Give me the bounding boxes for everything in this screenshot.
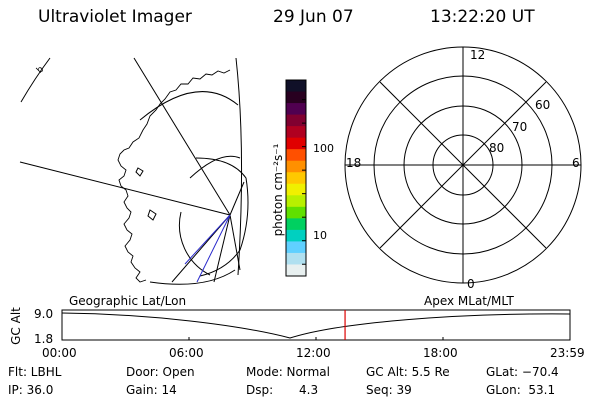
polar-panel-title: Apex MLat/MLT xyxy=(424,294,514,308)
svg-text:b: b xyxy=(35,64,46,75)
colorbar xyxy=(285,79,307,277)
status-mode: Mode: Normal xyxy=(246,365,330,379)
polar-grid xyxy=(344,46,582,284)
status-ip: IP: 36.0 xyxy=(8,383,54,397)
colorbar-segment xyxy=(286,241,306,254)
geo-panel-title: Geographic Lat/Lon xyxy=(69,294,187,308)
altitude-ylabel: GC Alt xyxy=(9,307,23,345)
status-filter: Flt: LBHL xyxy=(8,365,62,379)
meridian-line xyxy=(19,161,231,216)
date-label: 29 Jun 07 xyxy=(273,7,354,27)
colorbar-segment xyxy=(286,252,306,265)
colorbar-segment xyxy=(286,206,306,219)
colorbar-segment xyxy=(286,80,306,93)
colorbar-segment xyxy=(286,137,306,150)
status-dsp-label: Dsp: xyxy=(246,383,274,397)
lat-label-60: 60 xyxy=(535,98,551,112)
altitude-plot xyxy=(61,309,571,341)
altitude-ytick-bottom: 1.8 xyxy=(34,332,54,346)
track-line xyxy=(184,214,231,265)
xtick-label-0600: 06:00 xyxy=(169,346,204,360)
colorbar-segment xyxy=(286,218,306,231)
colorbar-segment xyxy=(286,149,306,162)
latitude-arc xyxy=(195,157,249,277)
status-gc-alt: GC Alt: 5.5 Re xyxy=(366,365,450,379)
outer-latitude-arc xyxy=(20,57,51,103)
status-door: Door: Open xyxy=(126,365,195,379)
colorbar-segment xyxy=(286,91,306,104)
xtick-label-1200: 12:00 xyxy=(296,346,331,360)
island xyxy=(135,167,144,177)
coastline xyxy=(117,69,231,283)
altitude-curve xyxy=(61,312,571,339)
mlt-label-18: 18 xyxy=(346,156,362,170)
colorbar-segment xyxy=(286,126,306,139)
track-line xyxy=(196,214,231,283)
colorbar-segment xyxy=(286,160,306,173)
geographic-map: b xyxy=(19,57,249,285)
lat-label-80: 80 xyxy=(489,141,505,155)
latitude-arc xyxy=(189,155,241,179)
xtick-label-0000: 00:00 xyxy=(42,346,77,360)
mlt-label-6: 6 xyxy=(572,156,580,170)
status-gain: Gain: 14 xyxy=(126,383,177,397)
altitude-ytick-top: 9.0 xyxy=(34,307,54,321)
meridian-line xyxy=(133,57,231,216)
colorbar-tick-100: 100 xyxy=(313,142,334,155)
island xyxy=(147,209,157,221)
time-label: 13:22:20 UT xyxy=(430,7,535,27)
meridian-line xyxy=(229,181,245,216)
mlt-label-12: 12 xyxy=(470,48,486,62)
latitude-arc xyxy=(139,91,239,121)
colorbar-segment xyxy=(286,183,306,196)
colorbar-segment xyxy=(286,172,306,185)
status-glon: GLon: 53.1 xyxy=(486,383,556,397)
mlt-line-diag xyxy=(379,81,547,249)
xtick-label-2359: 23:59 xyxy=(550,346,585,360)
mlt-label-0: 0 xyxy=(467,277,475,291)
lat-label-70: 70 xyxy=(512,120,528,134)
colorbar-segment xyxy=(286,264,306,277)
xtick-label-1800: 18:00 xyxy=(423,346,458,360)
status-seq: Seq: 39 xyxy=(366,383,412,397)
colorbar-frame xyxy=(285,79,307,277)
latitude-arc xyxy=(235,57,243,276)
app-title: Ultraviolet Imager xyxy=(38,7,192,27)
colorbar-segment xyxy=(286,229,306,242)
meridian-line xyxy=(213,214,231,283)
colorbar-segment xyxy=(286,103,306,116)
colorbar-segment xyxy=(286,114,306,127)
meridian-line xyxy=(229,214,241,271)
colorbar-unit-label: photon cm⁻²s⁻¹ xyxy=(271,143,285,237)
colorbar-segment xyxy=(286,195,306,208)
status-glat: GLat: −70.4 xyxy=(486,365,559,379)
status-dsp-value: 4.3 xyxy=(299,383,319,397)
latitude-arc xyxy=(149,269,236,285)
colorbar-tick-10: 10 xyxy=(313,229,327,242)
